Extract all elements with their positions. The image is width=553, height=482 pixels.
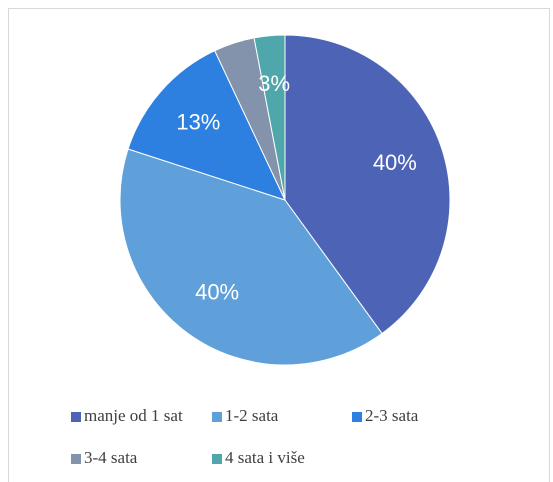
legend-label: manje od 1 sat: [84, 406, 183, 425]
legend-swatch: [352, 412, 362, 422]
data-label: 13%: [176, 109, 220, 134]
pie-slice: [253, 34, 286, 201]
data-label: 3%: [258, 71, 290, 96]
legend-swatch: [212, 412, 222, 422]
legend-label: 1-2 sata: [225, 406, 279, 425]
data-label: 40%: [373, 150, 417, 175]
legend-swatch: [212, 454, 222, 464]
pie-slice: [127, 50, 286, 201]
legend-label: 2-3 sata: [365, 406, 419, 425]
data-label: 40%: [195, 279, 239, 304]
legend-label: 3-4 sata: [84, 448, 138, 467]
pie-slice: [119, 148, 383, 366]
legend-swatch: [71, 454, 81, 464]
pie-slice: [284, 34, 451, 335]
legend-label: 4 sata i više: [225, 448, 305, 467]
legend-swatch: [71, 412, 81, 422]
